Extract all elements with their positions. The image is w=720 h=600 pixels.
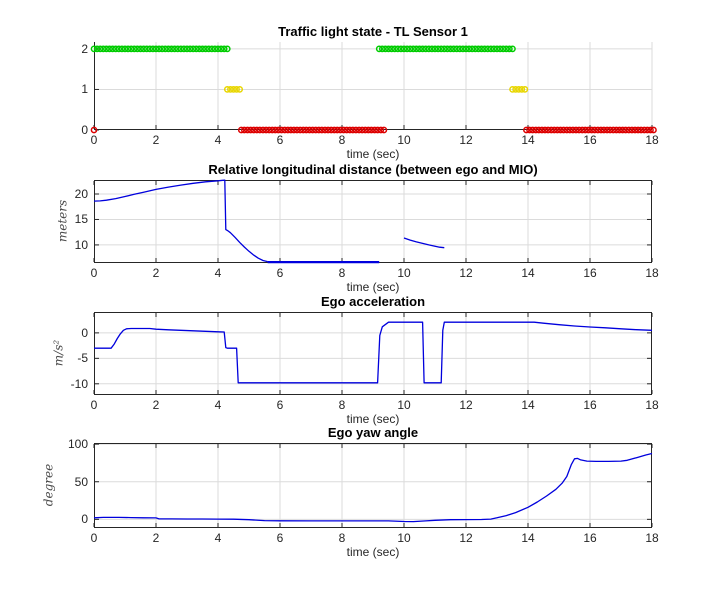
- series-yellow-state: [223, 86, 529, 93]
- x-tick-label: 18: [645, 531, 659, 545]
- x-tick-label: 2: [152, 398, 160, 412]
- y-axis-label: degree: [41, 463, 55, 506]
- x-tick-label: 10: [397, 266, 411, 280]
- x-tick-label: 16: [583, 398, 597, 412]
- series-line-relative-longitudinal-distance-2: [403, 237, 445, 249]
- chart-title-traffic-light-state: Traffic light state - TL Sensor 1: [278, 24, 468, 39]
- chart-title-relative-longitudinal-distance: Relative longitudinal distance (between …: [208, 162, 538, 177]
- x-tick-label: 10: [397, 531, 411, 545]
- x-tick-label: 18: [645, 398, 659, 412]
- x-tick-label: 8: [338, 531, 346, 545]
- x-tick-label: 8: [338, 398, 346, 412]
- x-tick-label: 10: [397, 133, 411, 147]
- x-tick-label: 12: [459, 266, 473, 280]
- x-tick-label: 16: [583, 266, 597, 280]
- x-tick-label: 6: [276, 398, 284, 412]
- series-line-relative-longitudinal-distance-0: [93, 179, 268, 263]
- x-tick-label: 16: [583, 133, 597, 147]
- x-tick-label: 4: [214, 531, 222, 545]
- y-tick-label: 0: [81, 325, 88, 340]
- x-axis-label: time (sec): [346, 147, 400, 161]
- y-axis-label: m/s²: [51, 339, 65, 366]
- x-tick-label: 12: [459, 531, 473, 545]
- x-tick-label: 0: [90, 133, 98, 147]
- y-tick-label: 20: [74, 187, 88, 201]
- x-tick-label: 2: [152, 531, 160, 545]
- plot-area-ego-acceleration: [93, 312, 653, 395]
- plot-area-traffic-light-state: [90, 42, 657, 134]
- chart-title-ego-yaw-angle: Ego yaw angle: [327, 425, 419, 440]
- x-tick-label: 6: [276, 266, 284, 280]
- y-tick-label: 50: [74, 474, 88, 489]
- y-tick-label: 0: [81, 512, 88, 527]
- x-tick-label: 6: [276, 531, 284, 545]
- x-axis-label: time (sec): [346, 280, 400, 294]
- x-tick-label: 14: [521, 133, 535, 147]
- y-tick-label: 100: [67, 437, 88, 452]
- y-tick-label: -5: [77, 351, 88, 366]
- plot-area-relative-longitudinal-distance: [93, 179, 653, 264]
- y-tick-label: 15: [74, 212, 88, 227]
- x-tick-label: 14: [521, 266, 535, 280]
- x-tick-label: 0: [90, 531, 98, 545]
- x-tick-label: 4: [214, 398, 222, 412]
- series-green-state: [90, 45, 516, 53]
- x-tick-label: 16: [583, 531, 597, 545]
- x-tick-label: 0: [90, 266, 98, 280]
- y-tick-label: 0: [81, 123, 88, 137]
- x-tick-label: 6: [276, 133, 284, 147]
- x-tick-label: 12: [459, 398, 473, 412]
- x-tick-label: 2: [152, 133, 160, 147]
- plot-area-ego-yaw-angle: [93, 443, 653, 528]
- x-tick-label: 0: [90, 398, 98, 412]
- x-tick-label: 4: [214, 266, 222, 280]
- y-tick-label: -10: [70, 376, 88, 391]
- series-line-ego-yaw-angle-0: [93, 452, 653, 523]
- series-line-ego-acceleration-0: [94, 321, 653, 384]
- chart-title-ego-acceleration: Ego acceleration: [320, 294, 426, 309]
- x-tick-label: 8: [338, 133, 346, 147]
- y-tick-label: 2: [81, 41, 88, 56]
- x-tick-label: 8: [338, 266, 346, 280]
- x-tick-label: 10: [397, 398, 411, 412]
- x-axis-label: time (sec): [346, 412, 400, 426]
- x-tick-label: 18: [645, 266, 659, 280]
- y-tick-label: 1: [81, 82, 88, 97]
- x-axis-label: time (sec): [346, 545, 400, 559]
- x-tick-label: 12: [459, 133, 473, 147]
- x-tick-label: 14: [521, 531, 535, 545]
- x-tick-label: 2: [152, 266, 160, 280]
- x-tick-label: 18: [645, 133, 659, 147]
- series-red-state: [90, 126, 657, 134]
- x-tick-label: 4: [214, 133, 222, 147]
- y-axis-label: meters: [55, 199, 69, 242]
- y-tick-label: 10: [74, 237, 88, 252]
- x-tick-label: 14: [521, 398, 535, 412]
